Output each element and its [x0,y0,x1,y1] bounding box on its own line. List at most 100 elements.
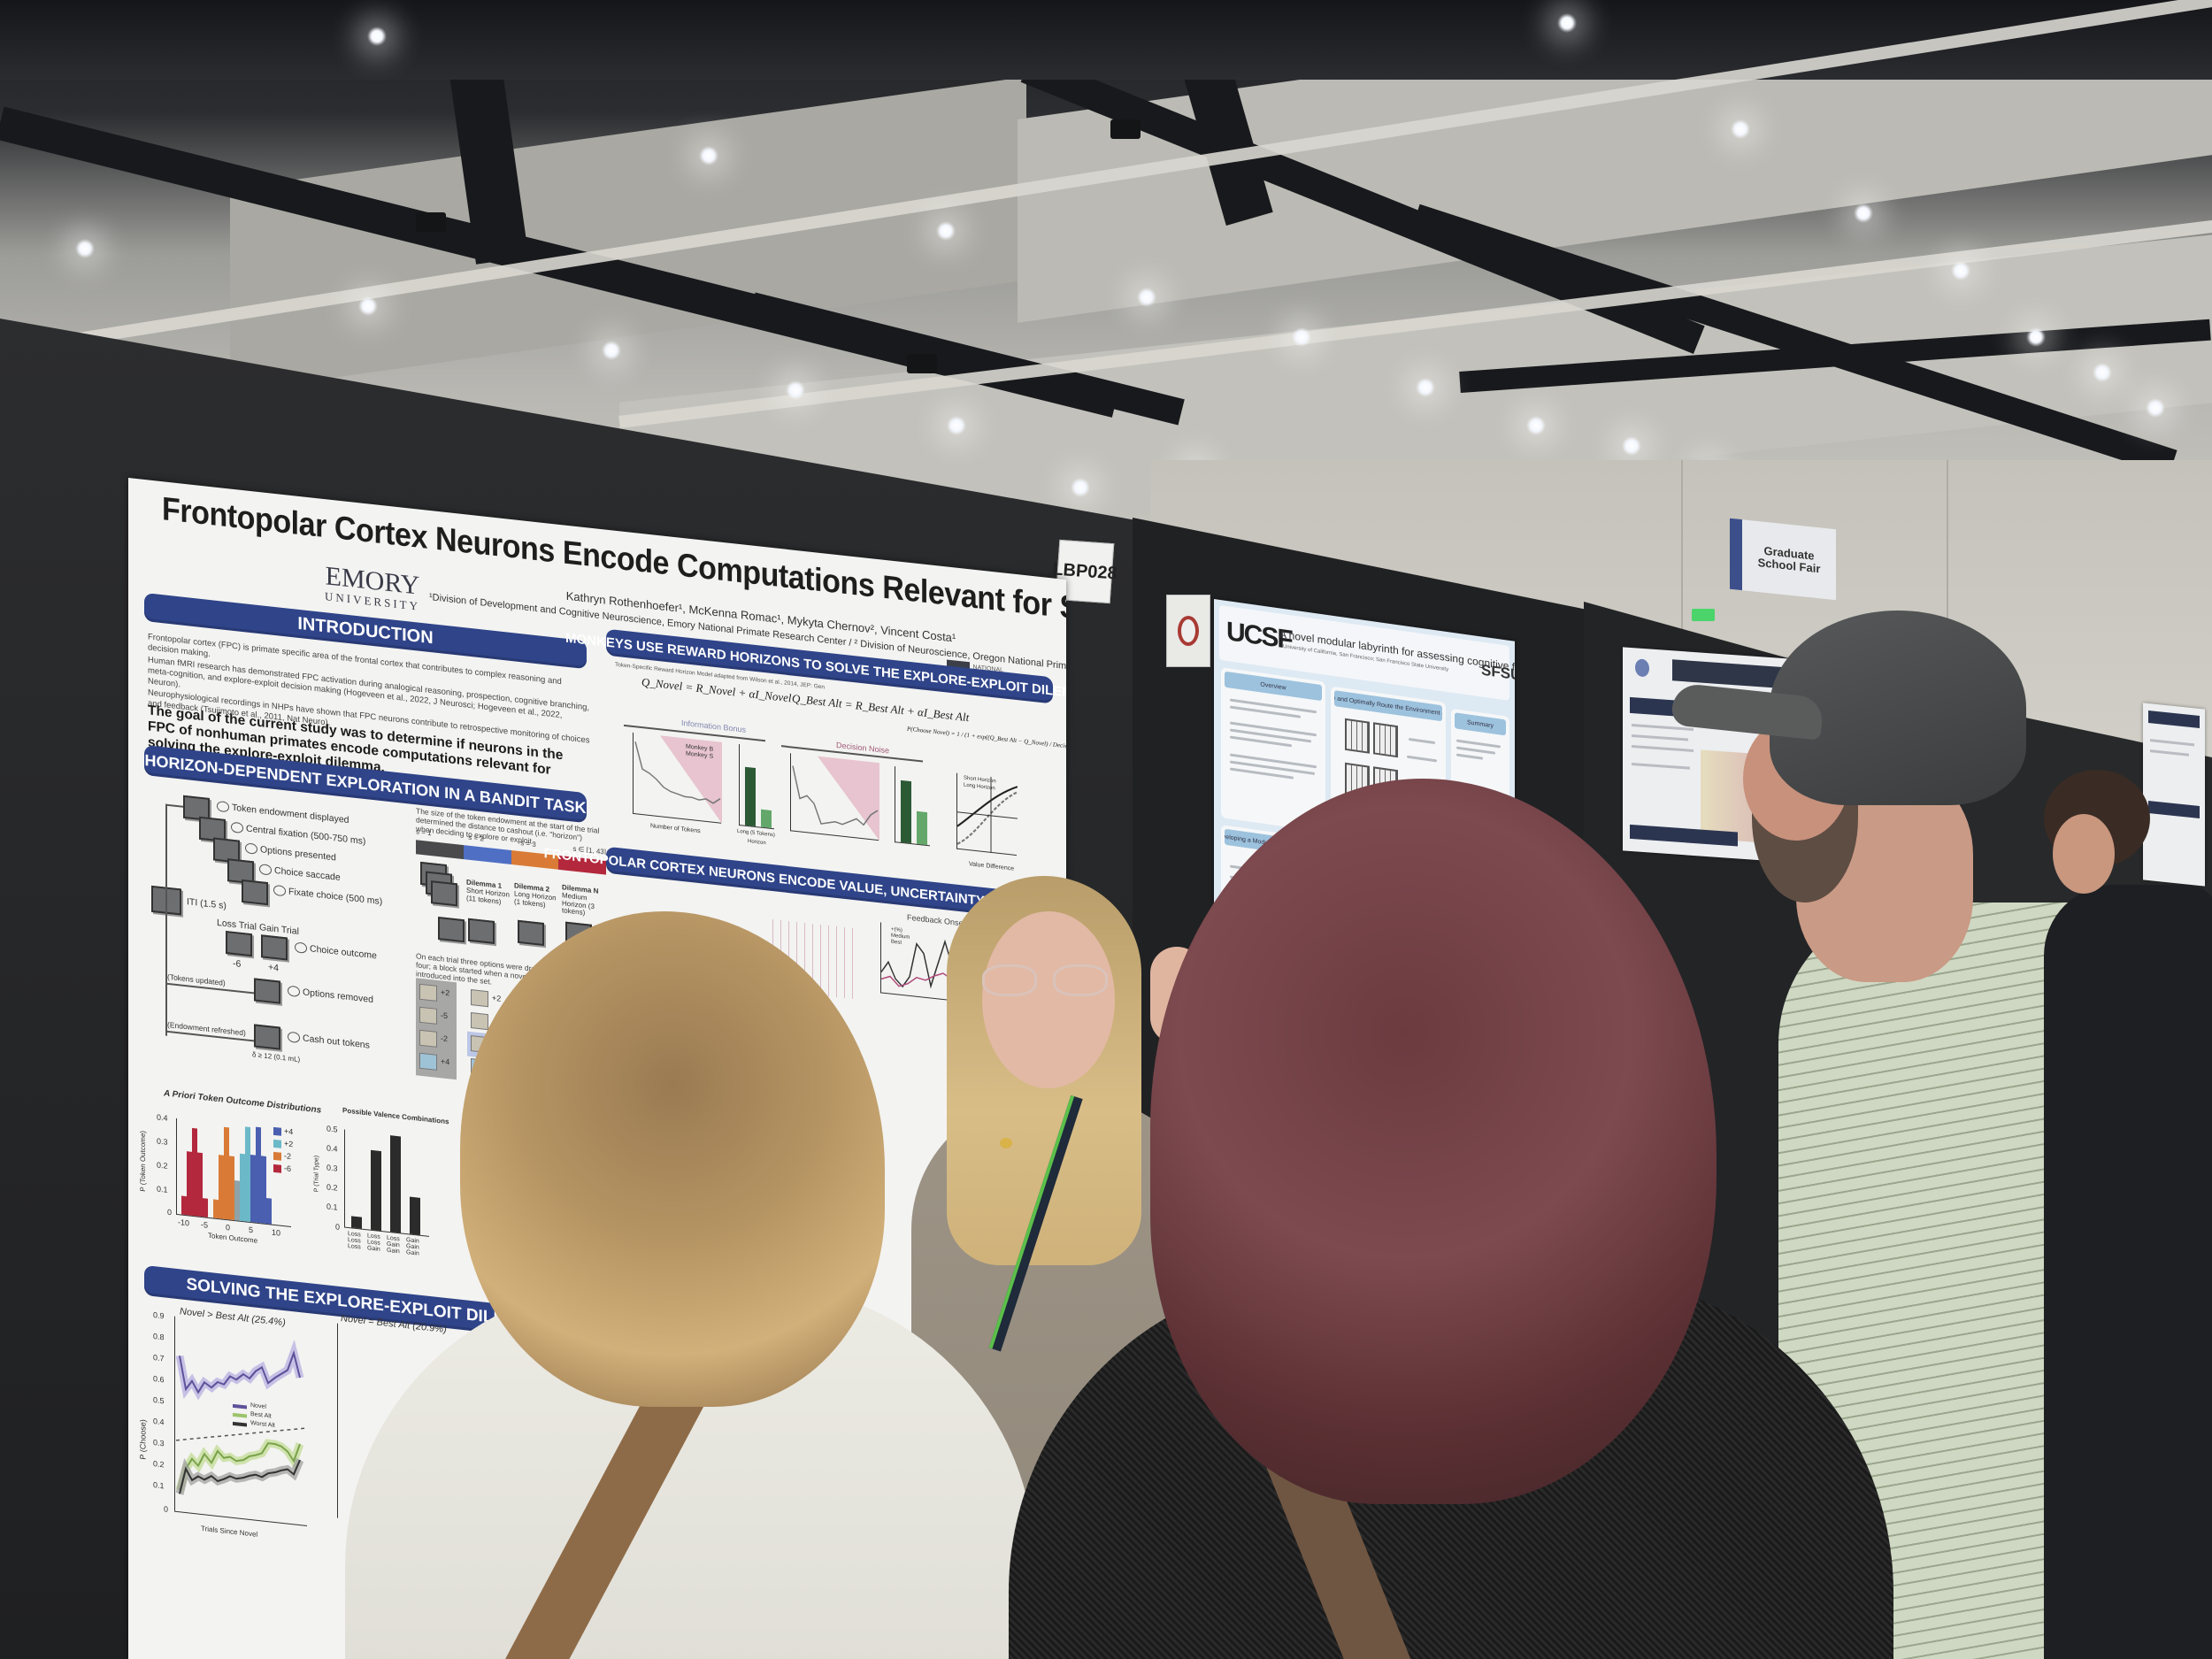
y-axis-label: P (Trial Type) [313,1155,320,1193]
y-axis-label: P (Token Outcome) [138,1130,147,1193]
ceiling-light [75,239,95,258]
x-tick: 10 [272,1227,281,1238]
x-tick: 0 [226,1222,231,1233]
poster-text-line [1456,753,1483,760]
projector [907,354,937,373]
poster-text-line [1456,746,1495,755]
y-tick: 0.4 [153,1417,165,1427]
exit-sign [1692,609,1715,621]
legend-label: -2 [284,1151,292,1161]
flow-step-label: Options presented [260,844,336,864]
ceiling-light [1292,327,1311,347]
poster-logo [1635,658,1649,678]
legend-swatch [273,1126,281,1136]
attendee-curly-hair [460,911,885,1407]
ceiling-light [2093,363,2112,382]
ceiling-light [367,27,387,46]
y-tick: 0 [167,1207,173,1217]
ceiling-light [1416,378,1435,397]
ceiling-light [1854,204,1873,223]
flow-step-label: Fixate choice (500 ms) [288,886,383,908]
task-screen [261,934,288,961]
ucsf-poster-title: A novel modular labyrinth for assessing … [1279,627,1515,683]
ceiling-light [1526,416,1546,435]
ceiling-light [2146,398,2165,418]
y-tick: 0.8 [153,1332,165,1342]
legend-label: +4 [284,1126,294,1137]
iti-label: ITI (1.5 s) [187,896,227,912]
task-screen [254,978,280,1004]
flow-step-label: Central fixation (500-750 ms) [246,823,366,848]
chart-y-axis [174,1316,175,1511]
attendee-face [2053,814,2115,894]
poster-text-line [1407,755,1437,763]
x-axis-label: Trials Since Novel [201,1524,258,1539]
loss-value: -6 [233,957,242,970]
ceiling-light [1071,478,1090,497]
flow-step-label: Choice saccade [274,864,341,884]
poster-text-line [1409,737,1435,745]
y-tick: 0.3 [157,1136,168,1147]
bar-axis-label: Horizon [748,839,766,847]
bar-long-horizon [745,767,756,827]
x-tick: -10 [178,1217,190,1228]
flow-step: Fixate choice (500 ms) [273,885,382,908]
horizon-level: s = 3 [520,839,536,849]
equation-q-best-alt: Q_Best Alt = R_Best Alt + αI_Best Alt [792,691,970,725]
ceiling-light [936,221,956,241]
monkey-icon [231,821,243,834]
bar-label: Long (5 Tokens) [737,828,775,839]
x-axis-label: Number of Tokens [650,823,701,835]
decision-noise-bars [895,766,930,847]
y-axis-label: P (Choose) [138,1418,148,1461]
attendee-background [2026,770,2212,1659]
choice-probability-chart: Novel > Best Alt (25.4%) 0.9 0.8 0.7 0.6… [139,1302,307,1550]
attendee-jacket [2044,885,2212,1659]
histogram-bar [203,1198,208,1217]
legend-swatch [273,1139,281,1148]
choice-curve-plot [956,772,1018,856]
attendee-red-haired-woman [991,779,1893,1659]
ceiling-light [1731,119,1750,139]
chart-y-axis [176,1118,177,1214]
bar-long-horizon [901,780,911,844]
attendee-curly-hair [1150,779,1717,1504]
ceiling-light [699,146,718,165]
y-tick: 0.1 [157,1184,168,1194]
decision-noise-plot [790,753,879,841]
x-tick: -5 [201,1219,209,1230]
information-bonus-bars [739,743,774,830]
dilemma-detail: Short Horizon (11 tokens) [466,886,510,906]
attendee-blonde-woman [336,911,1044,1659]
gain-value: +4 [268,962,279,974]
legend-label: -6 [284,1164,292,1173]
flow-connector [165,803,183,808]
task-screen [226,930,252,957]
chart-title: A Priori Token Outcome Distributions [164,1088,322,1116]
dilemma-label: Dilemma 2 Long Horizon (1 tokens) [514,881,558,910]
projector [416,212,446,232]
bar-short-horizon [761,809,772,828]
horizon-segment [416,840,464,860]
legend-label: +2 [284,1139,294,1149]
y-tick: 0.6 [153,1374,165,1385]
ceiling-light [1951,261,1970,280]
legend-swatch [273,1164,281,1173]
ceiling-light [947,416,966,435]
y-tick: 0.4 [157,1112,168,1123]
ceiling-light [358,296,378,316]
information-bonus-plot [633,732,722,824]
y-tick: 0.1 [153,1480,165,1491]
ucsf-section-heading: Summary [1455,712,1506,736]
institution-seal-icon [1178,616,1199,646]
y-tick: 0.9 [153,1310,165,1321]
loss-trial-label: Loss Trial [217,917,257,933]
monkey-icon [273,885,286,897]
board-label-second [1166,595,1210,667]
monkey-icon [217,801,229,813]
dilemma-label: Dilemma 1 Short Horizon (11 tokens) [466,878,511,907]
monkey-icon [288,985,300,998]
necklace-pendant [1000,1138,1012,1148]
monkey-icon [245,842,257,856]
main-poster: Frontopolar Cortex Neurons Encode Comput… [128,478,1066,1659]
